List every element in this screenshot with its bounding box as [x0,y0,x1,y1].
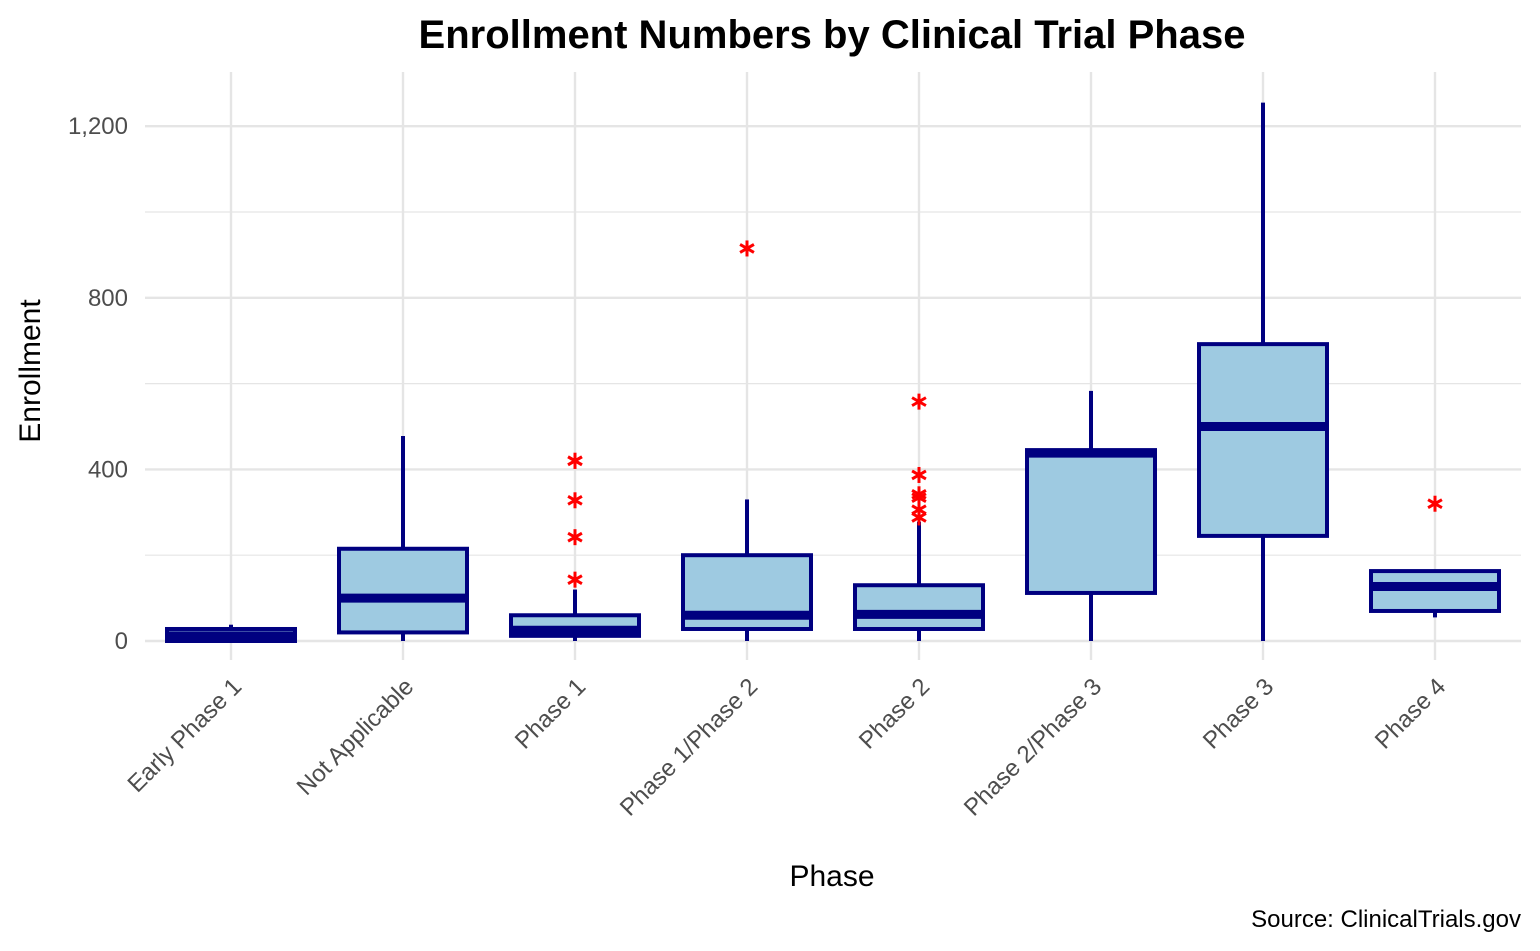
outlier-point [567,571,583,588]
box-phase-3 [1197,102,1329,641]
outlier-point [1427,495,1443,512]
box-phase-1-phase-2 [681,499,813,641]
outlier-point [567,452,583,469]
chart-title: Enrollment Numbers by Clinical Trial Pha… [419,13,1246,57]
x-tick-label: Not Applicable [292,673,420,801]
outlier-point [567,492,583,509]
y-tick-label: 400 [88,456,128,483]
box-not-applicable [337,435,469,641]
x-axis-title: Phase [789,860,874,893]
box-iqr [853,583,985,631]
y-tick-label: 1,200 [68,113,128,140]
x-tick-label: Phase 4 [1370,673,1451,754]
x-tick-label: Phase 2/Phase 3 [959,673,1107,821]
box-iqr [1197,342,1329,538]
box-phase-2 [853,521,985,641]
outlier-point [911,509,927,526]
outlier-point [911,393,927,410]
y-tick-label: 800 [88,285,128,312]
source-caption: Source: ClinicalTrials.gov [1251,906,1521,933]
outlier-point [911,466,927,483]
box-phase-2-phase-3 [1025,390,1157,641]
box-early-phase-1 [165,624,297,643]
x-axis-ticks: Early Phase 1 Not Applicable Phase 1 Phase … [122,673,1451,821]
outlier-point [567,529,583,546]
boxes [165,102,1501,643]
box-iqr [1025,448,1157,595]
y-axis-ticks: 0 400 800 1,200 [68,113,128,655]
box-phase-4 [1369,569,1501,618]
outlier-point [739,240,755,257]
x-tick-label: Phase 2 [854,673,935,754]
x-tick-label: Early Phase 1 [122,673,247,798]
y-tick-label: 0 [115,628,128,655]
x-tick-label: Phase 1 [510,673,591,754]
x-tick-label: Phase 1/Phase 2 [615,673,763,821]
outliers [567,240,1443,588]
box-iqr [337,546,469,635]
x-tick-label: Phase 3 [1198,673,1279,754]
box-phase-1 [509,589,641,641]
box-iqr [1369,569,1501,613]
y-axis-title: Enrollment [14,299,47,443]
